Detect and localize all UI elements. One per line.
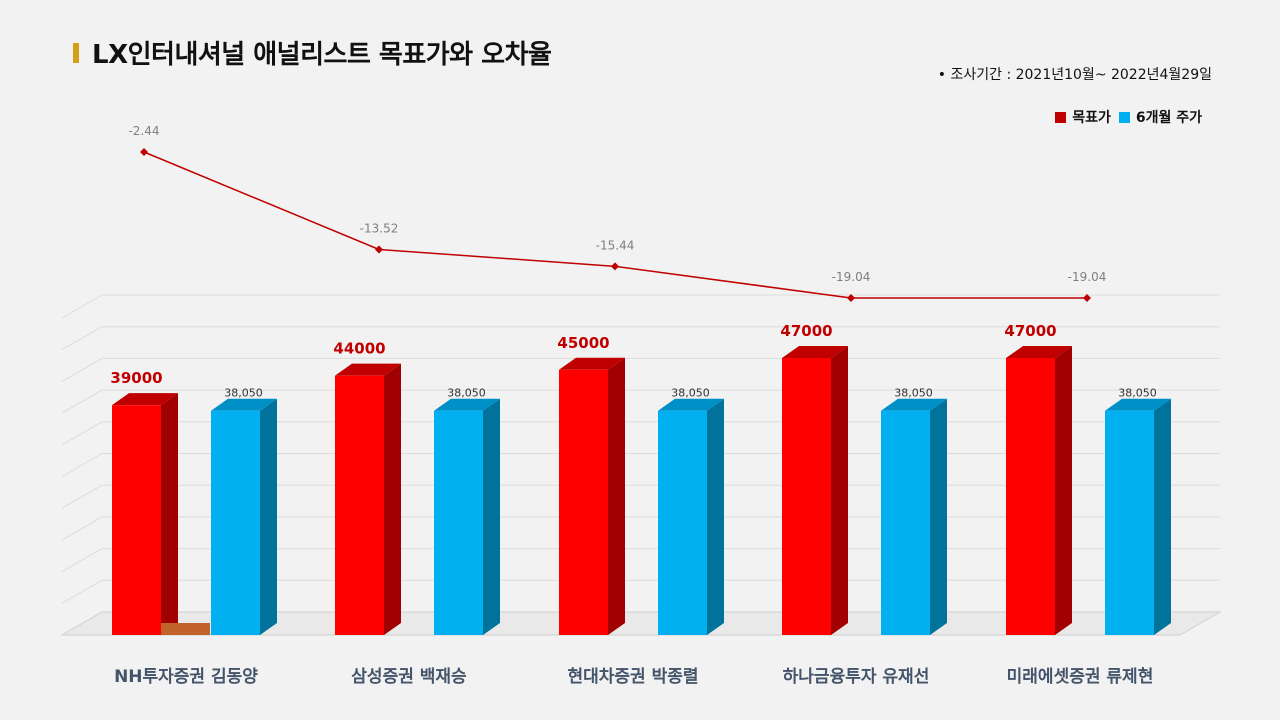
gridline-side <box>61 357 103 382</box>
legend-label-price: 6개월 주가 <box>1135 110 1202 126</box>
price-value-label: 38,050 <box>224 387 263 400</box>
target-bar <box>782 358 831 635</box>
price-value-label: 38,050 <box>671 387 710 400</box>
price-bar <box>1105 410 1154 635</box>
target-bar-side <box>161 393 178 635</box>
gridline-side <box>61 453 103 477</box>
legend: 목표가 6개월 주가 <box>1047 107 1202 127</box>
price-bar-side <box>707 398 724 635</box>
target-bar-side <box>608 357 625 635</box>
target-bar-top <box>335 363 401 376</box>
category-label: 하나금융투자 유재선 <box>783 667 930 687</box>
error-rate-label: -13.52 <box>360 221 399 235</box>
target-bar-top <box>1006 346 1072 358</box>
title-accent-bar <box>73 43 79 63</box>
gridline-side <box>61 326 103 351</box>
category-label: 미래에셋증권 류제현 <box>1007 667 1154 687</box>
price-bar <box>658 410 707 635</box>
category-label: NH투자증권 김동양 <box>114 667 258 687</box>
error-rate-label: -2.44 <box>128 124 159 138</box>
target-bar-top <box>112 393 178 406</box>
error-rate-label: -19.04 <box>1068 270 1107 284</box>
target-bar-top <box>559 357 625 370</box>
gridline-side <box>61 579 103 604</box>
price-bar-top <box>658 398 724 411</box>
category-label: 현대차증권 박종렬 <box>567 666 698 687</box>
price-bar <box>434 410 483 635</box>
target-bar-side <box>831 346 848 635</box>
error-rate-line <box>143 151 1087 299</box>
target-bar <box>559 369 608 635</box>
target-value-label: 39000 <box>110 369 162 387</box>
category-label: 삼성증권 백재승 <box>351 667 467 687</box>
price-bar-side <box>930 398 947 635</box>
price-bar <box>881 410 930 635</box>
target-bar <box>112 405 161 635</box>
error-rate-point <box>375 245 383 254</box>
error-rate-label: -19.04 <box>832 270 871 284</box>
price-bar-top <box>881 398 947 411</box>
target-bar <box>1006 358 1055 635</box>
target-value-label: 44000 <box>333 340 385 358</box>
target-value-label: 47000 <box>1004 322 1056 340</box>
gridline-side <box>61 389 103 414</box>
error-rate-point <box>611 262 619 271</box>
gridline-side <box>61 421 103 446</box>
gridline-side <box>61 484 103 509</box>
legend-item-target: 목표가 <box>1055 107 1111 127</box>
price-bar-side <box>1154 398 1171 635</box>
target-bar-top <box>782 346 848 358</box>
price-bar-side <box>260 398 277 635</box>
error-rate-point <box>140 148 148 156</box>
price-bar-top <box>434 398 500 411</box>
target-bar <box>335 375 384 635</box>
error-rate-point <box>847 294 855 302</box>
gridline-side <box>61 548 103 573</box>
legend-label-target: 목표가 <box>1072 110 1111 126</box>
price-bar-top <box>1105 398 1171 411</box>
price-value-label: 38,050 <box>894 387 933 400</box>
target-value-label: 45000 <box>557 334 609 352</box>
error-rate-label: -15.44 <box>596 238 635 252</box>
price-value-label: 38,050 <box>447 387 486 400</box>
legend-item-price: 6개월 주가 <box>1118 107 1202 127</box>
price-bar <box>211 410 260 635</box>
target-bar-side <box>384 363 401 635</box>
floor-accent <box>161 623 210 635</box>
survey-period: • 조사기간 : 2021년10월~ 2022년4월29일 <box>937 67 1212 83</box>
error-rate-point <box>1083 294 1091 302</box>
gridline-side <box>61 294 103 319</box>
price-bar-top <box>211 398 277 411</box>
target-value-label: 47000 <box>780 322 832 340</box>
chart-title: LX인터내셔널 애널리스트 목표가와 오차율 <box>92 40 552 70</box>
legend-swatch-target <box>1055 111 1067 123</box>
price-bar-side <box>483 398 500 635</box>
target-bar-side <box>1055 346 1072 635</box>
legend-swatch-price <box>1118 111 1130 123</box>
gridline-side <box>61 516 103 541</box>
price-value-label: 38,050 <box>1118 387 1157 400</box>
